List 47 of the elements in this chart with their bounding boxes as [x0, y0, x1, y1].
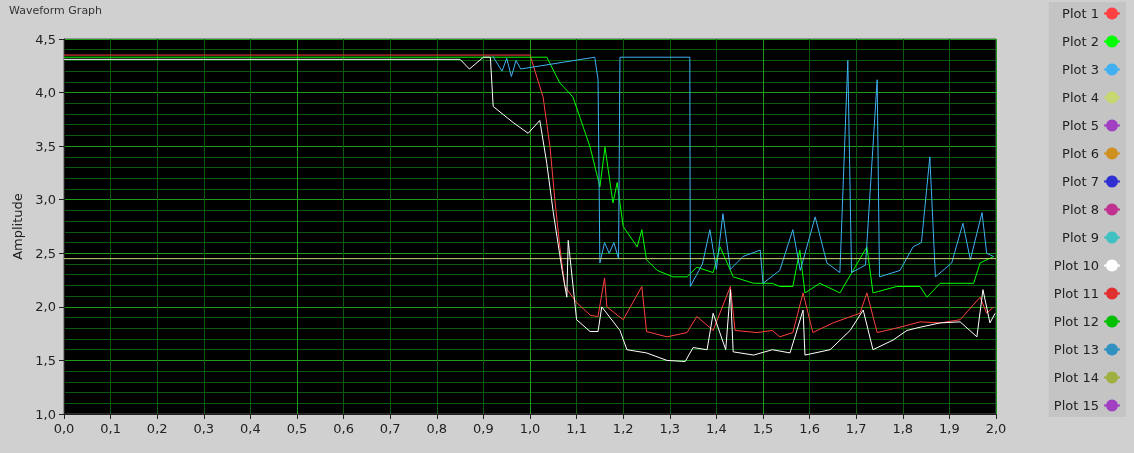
x-tick-label: 1,2: [612, 421, 634, 436]
y-tick-label: 4,5: [35, 31, 56, 47]
legend-label: Plot 6: [1062, 146, 1099, 161]
x-tick-label: 0,1: [100, 421, 121, 436]
x-tick-label: 1,6: [799, 421, 820, 436]
x-tick-label: 1,3: [659, 421, 681, 436]
y-tick-label: 4,0: [35, 85, 56, 101]
y-tick-label: 3,5: [35, 138, 56, 154]
legend-label: Plot 15: [1053, 398, 1099, 413]
x-tick-label: 0,6: [333, 421, 354, 436]
x-tick-label: 1,0: [519, 421, 541, 436]
legend-label: Plot 2: [1062, 34, 1099, 49]
x-tick-label: 1,7: [845, 421, 867, 436]
line-series: [492, 55, 995, 287]
x-tick-label: 1,1: [566, 421, 587, 436]
x-tick-label: 1,8: [892, 421, 914, 436]
x-tick-label: 0,5: [286, 421, 308, 436]
legend-label: Plot 9: [1062, 230, 1099, 245]
x-tick-label: 1,9: [939, 421, 960, 436]
x-tick-label: 0,8: [426, 421, 448, 436]
legend-label: Plot 3: [1062, 62, 1099, 77]
x-tick-label: 0,0: [53, 421, 75, 436]
x-tick-label: 0,4: [240, 421, 261, 436]
x-tick-label: 0,9: [473, 421, 494, 436]
x-tick-label: 0,2: [146, 421, 168, 436]
y-tick-label: 2,0: [35, 299, 56, 315]
legend-label: Plot 12: [1053, 314, 1099, 329]
legend-label: Plot 5: [1062, 118, 1099, 133]
legend-label: Plot 11: [1053, 286, 1099, 301]
legend-label: Plot 4: [1062, 90, 1099, 105]
x-tick-label: 1,4: [706, 421, 727, 436]
x-tick-label: 0,7: [379, 421, 401, 436]
legend-label: Plot 8: [1062, 202, 1099, 217]
legend-label: Plot 1: [1062, 6, 1099, 21]
legend-label: Plot 14: [1053, 370, 1099, 385]
y-tick-label: 1,5: [35, 352, 56, 368]
legend-label: Plot 10: [1053, 258, 1099, 273]
x-tick-label: 2,0: [985, 421, 1007, 436]
y-tick-label: 2,5: [35, 245, 56, 261]
y-tick-label: 3,0: [35, 192, 56, 208]
y-tick-label: 1,0: [35, 406, 56, 422]
chart-title: Waveform Graph: [9, 4, 103, 17]
legend-label: Plot 7: [1062, 174, 1099, 189]
legend-label: Plot 13: [1053, 342, 1099, 357]
y-axis-title: Amplitude: [10, 193, 25, 260]
x-tick-label: 1,5: [752, 421, 774, 436]
x-tick-label: 0,3: [193, 421, 215, 436]
